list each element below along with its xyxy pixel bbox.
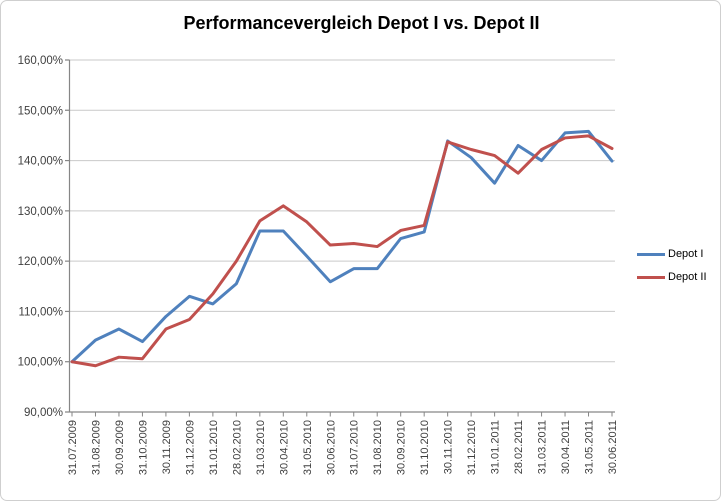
legend-label: Depot II [668,271,707,283]
y-axis-tick-label: 90,00% [24,407,63,419]
y-axis-tick-label: 150,00% [18,105,63,117]
x-axis-tick-label: 31.10.2010 [419,420,431,475]
x-axis-tick-label: 31.01.2010 [208,420,220,475]
x-axis-tick-label: 30.06.2011 [607,420,619,474]
x-axis-tick-label: 31.05.2010 [302,420,314,475]
x-axis-tick-label: 28.02.2011 [513,420,525,474]
x-axis-tick-label: 30.04.2011 [560,420,572,474]
x-axis-tick-label: 31.07.2009 [67,420,79,475]
y-axis-tick-label: 120,00% [18,256,63,268]
legend-line-swatch [637,252,665,256]
legend-item-depot-i[interactable]: Depot I [637,247,707,261]
x-axis-tick-label: 28.02.2010 [231,420,243,475]
x-axis-tick-label: 31.12.2010 [466,420,478,475]
x-axis-tick-label: 31.03.2010 [255,420,267,475]
y-axis-tick-label: 140,00% [18,156,63,168]
legend-line-swatch [637,275,665,279]
x-axis-tick-label: 30.09.2010 [396,420,408,475]
x-axis-tick-label: 30.11.2010 [443,420,455,474]
x-axis-tick-label: 30.06.2010 [325,420,337,475]
depot-i-line[interactable] [70,129,614,364]
x-axis-tick-label: 31.08.2009 [90,420,102,475]
depot-ii-line[interactable] [70,134,614,368]
y-axis-tick-label: 130,00% [18,206,63,218]
y-axis-tick-label: 110,00% [18,306,63,318]
legend-label: Depot I [668,248,704,260]
x-axis-tick-label: 30.04.2010 [278,420,290,475]
x-axis-tick-label: 31.03.2011 [537,420,549,474]
y-axis-tick-label: 160,00% [18,55,63,67]
y-axis-tick-label: 100,00% [18,357,63,369]
legend: Depot I Depot II [637,247,707,284]
chart-title: Performancevergleich Depot I vs. Depot I… [183,13,540,33]
x-axis-tick-label: 31.08.2010 [372,420,384,475]
x-axis-tick-label: 30.11.2009 [161,420,173,474]
legend-item-depot-ii[interactable]: Depot II [637,270,707,284]
x-axis-tick-label: 31.07.2010 [349,420,361,475]
x-axis-tick-label: 30.09.2009 [114,420,126,475]
x-axis-tick-label: 31.01.2011 [490,420,502,474]
x-axis-tick-label: 31.12.2009 [184,420,196,475]
x-axis-tick-label: 31.10.2009 [137,420,149,475]
x-axis-tick-label: 31.05.2011 [584,420,596,474]
